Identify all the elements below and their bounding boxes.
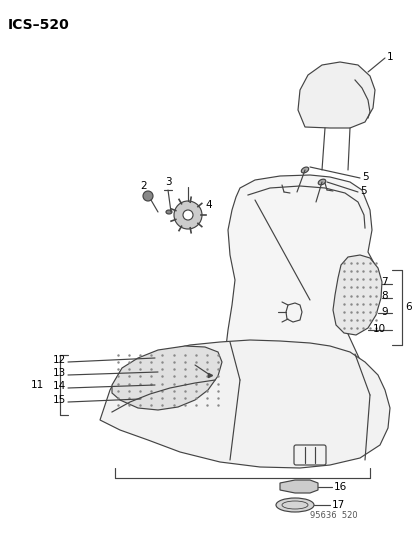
Text: 11: 11 (31, 380, 44, 390)
Text: 16: 16 (333, 482, 347, 492)
Polygon shape (112, 346, 221, 410)
Text: 5: 5 (361, 172, 368, 182)
Ellipse shape (275, 498, 313, 512)
Text: 7: 7 (380, 277, 387, 287)
Text: 15: 15 (52, 395, 66, 405)
Circle shape (142, 191, 153, 201)
Text: 95636  520: 95636 520 (309, 511, 357, 520)
Text: 12: 12 (52, 355, 66, 365)
Polygon shape (279, 480, 317, 493)
Text: 14: 14 (52, 381, 66, 391)
Text: 2: 2 (140, 181, 147, 191)
Text: 13: 13 (52, 368, 66, 378)
Polygon shape (297, 62, 374, 128)
Text: 3: 3 (164, 177, 171, 187)
Text: 6: 6 (404, 302, 411, 312)
Ellipse shape (318, 179, 325, 185)
Text: 17: 17 (331, 500, 344, 510)
Circle shape (173, 201, 202, 229)
Polygon shape (332, 255, 381, 335)
Text: 1: 1 (386, 52, 393, 62)
Text: 8: 8 (380, 291, 387, 301)
Polygon shape (100, 340, 389, 468)
Text: 9: 9 (380, 307, 387, 317)
Text: ICS–520: ICS–520 (8, 18, 69, 32)
Ellipse shape (301, 167, 308, 173)
Text: 4: 4 (204, 200, 211, 210)
Text: 10: 10 (372, 324, 385, 334)
Circle shape (183, 210, 192, 220)
Ellipse shape (166, 210, 171, 214)
Polygon shape (224, 175, 377, 430)
Text: 5: 5 (359, 186, 366, 196)
